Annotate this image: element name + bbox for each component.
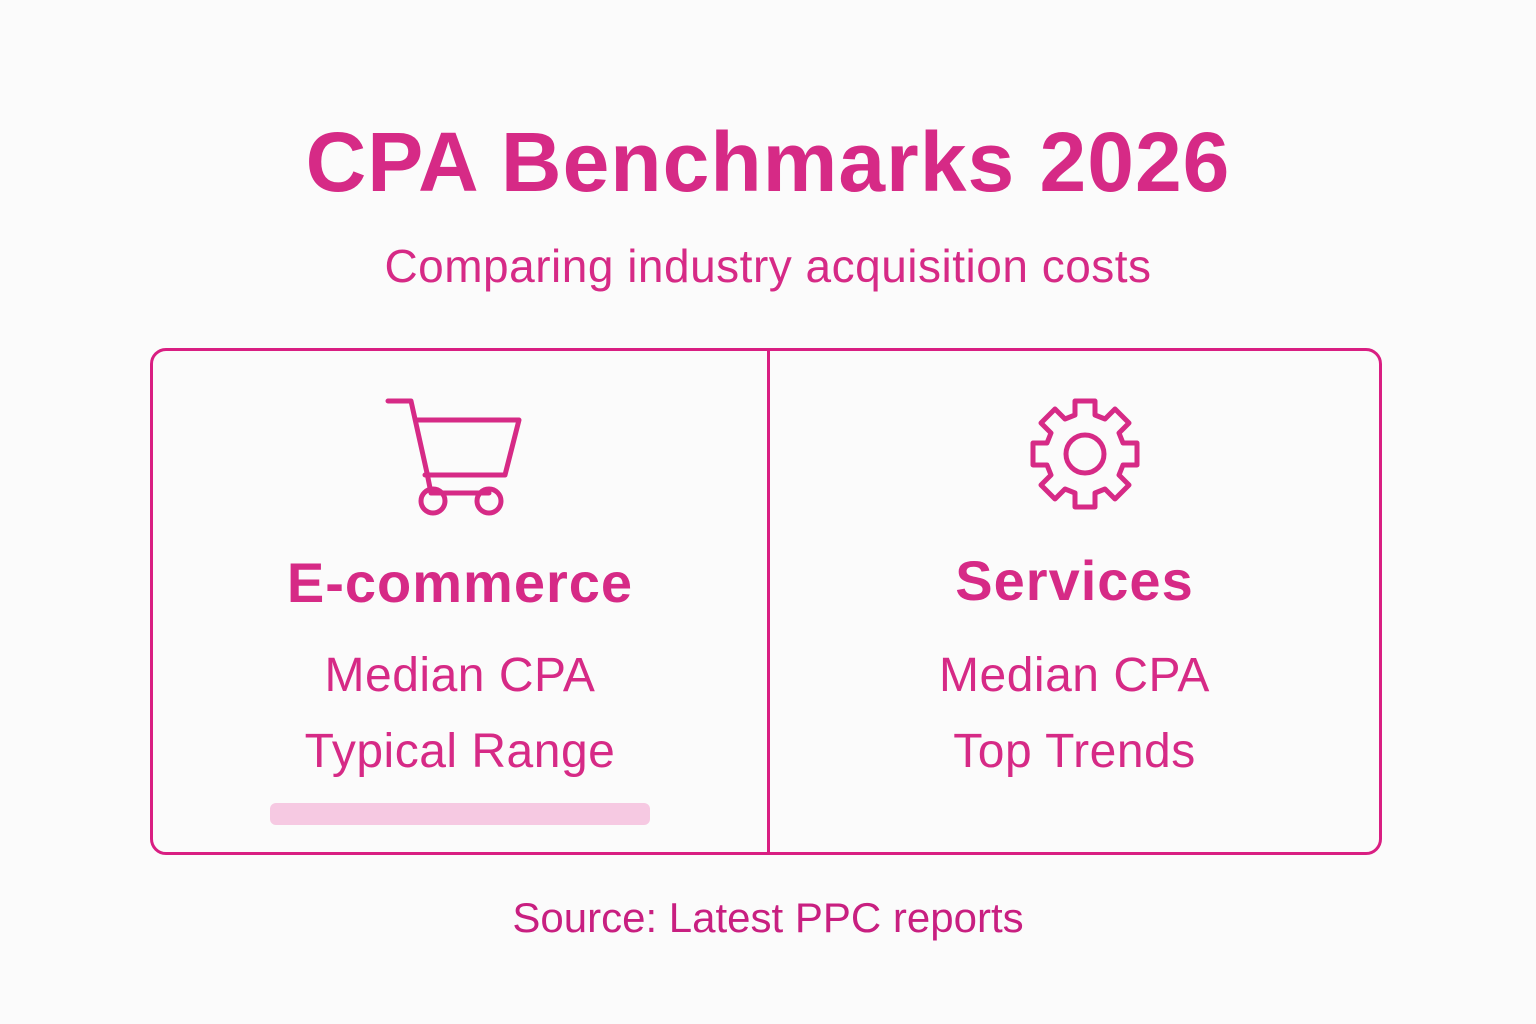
- gear-icon: [1030, 398, 1140, 510]
- top-trends-label: Top Trends: [953, 725, 1196, 778]
- page-subtitle: Comparing industry acquisition costs: [384, 240, 1152, 292]
- panel-services: Services Median CPA Top Trends: [770, 351, 1379, 852]
- median-cpa-label: Median CPA: [939, 649, 1210, 702]
- comparison-card: E-commerce Median CPA Typical Range Serv…: [150, 348, 1382, 855]
- panel-ecommerce: E-commerce Median CPA Typical Range: [153, 351, 770, 852]
- panel-title: Services: [955, 549, 1194, 612]
- panel-title: E-commerce: [286, 551, 634, 614]
- typical-range-label: Typical Range: [304, 725, 616, 778]
- shopping-cart-icon: [385, 398, 522, 516]
- page-title: CPA Benchmarks 2026: [305, 115, 1231, 209]
- median-cpa-label: Median CPA: [324, 649, 596, 702]
- range-bar: [270, 803, 650, 825]
- source-note: Source: Latest PPC reports: [512, 894, 1024, 941]
